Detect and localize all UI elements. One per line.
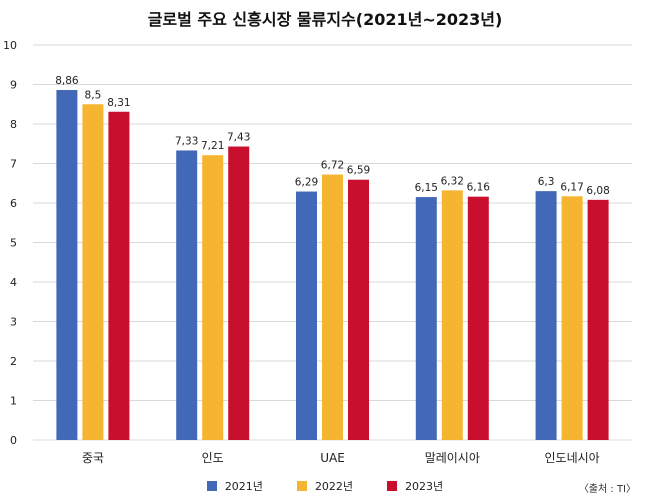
- y-tick-label: 5: [10, 237, 17, 250]
- data-label: 7,21: [201, 140, 224, 152]
- legend-label: 2021년: [224, 480, 263, 493]
- y-tick-label: 3: [10, 316, 17, 329]
- bar-3-0: [415, 197, 437, 440]
- data-label: 8,31: [107, 97, 130, 109]
- y-tick-label: 10: [3, 39, 17, 52]
- x-category-label: 인도네시아: [544, 451, 599, 465]
- bar-1-0: [176, 150, 198, 440]
- y-tick-label: 4: [10, 276, 17, 289]
- legend-label: 2023년: [405, 480, 444, 493]
- legend: 2021년 2022년 2023년: [0, 478, 650, 494]
- x-category-label: 중국: [82, 451, 104, 465]
- bar-0-0: [56, 90, 78, 440]
- bar-3-1: [441, 190, 463, 440]
- y-tick-label: 8: [10, 118, 17, 131]
- bar-4-1: [561, 196, 583, 440]
- legend-item: 2021년: [206, 478, 263, 494]
- legend-label: 2022년: [314, 480, 354, 493]
- x-category-label: UAE: [320, 451, 345, 465]
- bar-layer: [56, 90, 609, 440]
- chart-title: 글로벌 주요 신흥시장 물류지수(2021년~2023년): [147, 10, 503, 29]
- y-tick-label: 9: [10, 79, 17, 92]
- bar-2-1: [322, 174, 343, 440]
- bar-0-2: [108, 111, 130, 440]
- legend-item: 2022년: [296, 478, 354, 494]
- y-tick-label: 1: [10, 395, 17, 408]
- data-label: 6,17: [560, 181, 583, 193]
- y-tick-label: 6: [10, 197, 17, 210]
- data-label: 6,32: [441, 175, 464, 187]
- y-tick-label: 7: [10, 158, 17, 171]
- y-tick-label: 2: [10, 355, 17, 368]
- legend-item: 2023년: [387, 478, 443, 494]
- data-label: 8,86: [55, 75, 79, 87]
- bar-chart: 0 1 2 3 4 5 6 7 8 9 10 8,86 8,5 8,31 중국 7,33 7,217,43 인도 6…: [3, 39, 632, 465]
- bar-2-0: [296, 191, 317, 440]
- x-category-label: 인도: [202, 451, 224, 465]
- bar-2-2: [348, 179, 369, 440]
- bar-1-2: [228, 146, 250, 440]
- bar-4-2: [587, 199, 609, 440]
- legend-swatch: [296, 481, 307, 491]
- legend-swatch: [387, 481, 398, 491]
- bar-0-1: [82, 104, 104, 440]
- data-label: 6,16: [467, 182, 491, 194]
- bar-3-2: [467, 196, 489, 440]
- data-label: 7,33: [175, 135, 198, 147]
- data-label: 8,5: [85, 89, 102, 101]
- data-label: 6,3: [538, 176, 555, 188]
- data-label: 7,43: [227, 132, 250, 144]
- x-category-label: 말레이시아: [425, 451, 480, 465]
- y-tick-label: 0: [10, 434, 17, 447]
- legend-swatch: [206, 481, 217, 491]
- data-label: 6,29: [295, 177, 318, 189]
- bar-1-1: [202, 155, 224, 440]
- data-label: 6,15: [415, 182, 438, 194]
- bar-4-0: [535, 191, 557, 440]
- data-label: 6,08: [586, 185, 609, 197]
- data-label: 6,59: [347, 165, 370, 177]
- data-label: 6,72: [321, 160, 344, 172]
- label-layer: 0 1 2 3 4 5 6 7 8 9 10 8,86 8,5 8,31 중국 7,33 7,217,43 인도 6…: [3, 39, 610, 465]
- source-note: 〈출처 : TI〉: [578, 484, 636, 495]
